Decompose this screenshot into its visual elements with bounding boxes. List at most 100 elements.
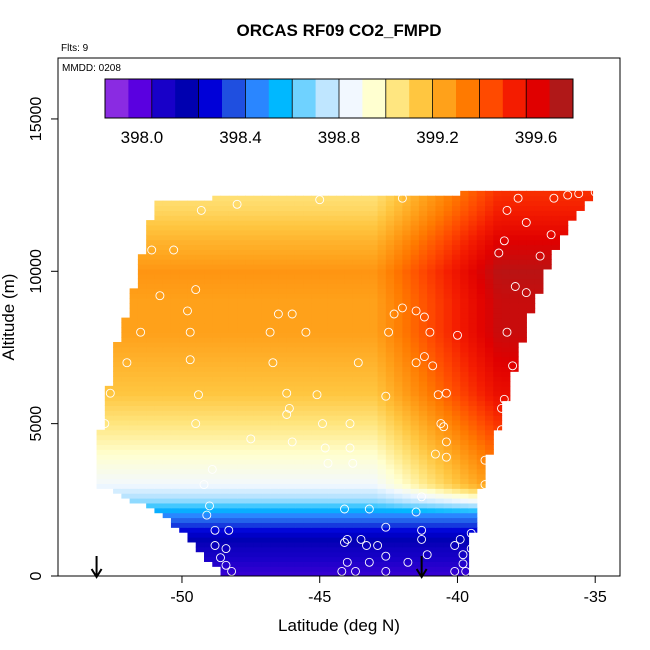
heatmap-cell (237, 566, 246, 572)
heatmap-cell (435, 522, 445, 528)
heatmap-cell (567, 205, 577, 211)
heatmap-cell (154, 483, 164, 489)
heatmap-cell (369, 566, 379, 572)
heatmap-cell (170, 385, 180, 392)
heatmap-cell (410, 541, 420, 548)
heatmap-cell (253, 473, 263, 480)
heatmap-cell (170, 346, 180, 353)
heatmap-cell (460, 571, 470, 576)
heatmap-cell (451, 380, 461, 387)
heatmap-cell (336, 527, 346, 533)
heatmap-cell (204, 298, 213, 304)
heatmap-cell (443, 493, 453, 499)
heatmap-cell (394, 312, 403, 319)
heatmap-cell (129, 327, 139, 333)
heatmap-cell (286, 507, 296, 514)
heatmap-cell (534, 273, 544, 280)
heatmap-cell (179, 454, 189, 460)
heatmap-cell (187, 327, 197, 333)
heatmap-cell (493, 298, 503, 304)
heatmap-cell (394, 566, 403, 572)
heatmap-cell (435, 337, 445, 343)
heatmap-cell (228, 419, 238, 426)
heatmap-cell (352, 200, 362, 207)
heatmap-cell (237, 239, 246, 246)
heatmap-cell (212, 273, 222, 280)
heatmap-cell (154, 463, 164, 470)
heatmap-cell (526, 298, 536, 304)
heatmap-cell (245, 571, 255, 576)
heatmap-cell (220, 220, 230, 226)
heatmap-cell (377, 468, 387, 475)
heatmap-cell (394, 434, 403, 441)
heatmap-cell (385, 205, 395, 211)
heatmap-cell (418, 561, 428, 567)
heatmap-cell (245, 385, 255, 392)
heatmap-cell (286, 351, 296, 358)
heatmap-cell (468, 293, 478, 299)
heatmap-cell (294, 566, 304, 572)
heatmap-cell (245, 517, 255, 523)
heatmap-cell (451, 400, 461, 406)
heatmap-cell (385, 288, 395, 294)
heatmap-cell (220, 376, 230, 382)
heatmap-cell (220, 473, 230, 480)
heatmap-cell (509, 205, 519, 211)
heatmap-cell (170, 449, 180, 455)
heatmap-cell (278, 424, 288, 431)
heatmap-cell (303, 532, 313, 538)
heatmap-cell (427, 224, 437, 231)
heatmap-cell (319, 293, 329, 299)
heatmap-cell (187, 205, 197, 211)
heatmap-cell (154, 337, 164, 343)
heatmap-cell (344, 254, 354, 260)
heatmap-cell (294, 317, 304, 324)
heatmap-cell (179, 517, 189, 523)
heatmap-cell (170, 405, 180, 411)
heatmap-cell (319, 268, 329, 275)
heatmap-cell (451, 385, 461, 392)
heatmap-cell (113, 385, 122, 392)
heatmap-cell (278, 415, 288, 421)
heatmap-cell (493, 332, 503, 338)
heatmap-cell (270, 229, 279, 236)
heatmap-cell (327, 405, 337, 411)
heatmap-cell (237, 498, 246, 504)
heatmap-cell (460, 507, 470, 514)
heatmap-cell (129, 488, 139, 494)
heatmap-cell (212, 390, 222, 397)
heatmap-cell (179, 327, 189, 333)
heatmap-cell (319, 400, 329, 406)
heatmap-cell (485, 424, 494, 431)
heatmap-cell (270, 273, 279, 280)
heatmap-cell (460, 298, 470, 304)
heatmap-cell (261, 273, 271, 280)
heatmap-cell (286, 215, 296, 221)
heatmap-cell (220, 478, 230, 484)
heatmap-cell (154, 468, 164, 475)
heatmap-cell (270, 541, 279, 548)
heatmap-cell (493, 205, 503, 211)
heatmap-cell (212, 429, 222, 436)
heatmap-cell (294, 493, 304, 499)
heatmap-cell (253, 293, 263, 299)
heatmap-cell (377, 463, 387, 470)
heatmap-cell (460, 332, 470, 338)
heatmap-cell (377, 307, 387, 314)
heatmap-cell (493, 390, 503, 397)
heatmap-cell (212, 380, 222, 387)
heatmap-cell (435, 351, 445, 358)
heatmap-cell (294, 327, 304, 333)
heatmap-cell (485, 415, 494, 421)
heatmap-cell (212, 312, 222, 319)
heatmap-cell (361, 327, 370, 333)
heatmap-cell (435, 380, 445, 387)
heatmap-cell (402, 273, 412, 280)
heatmap-cell (443, 200, 453, 207)
heatmap-cell (460, 419, 470, 426)
heatmap-cell (278, 220, 288, 226)
heatmap-cell (286, 205, 296, 211)
heatmap-cell (146, 371, 156, 377)
heatmap-cell (146, 249, 156, 255)
heatmap-cell (468, 517, 478, 523)
